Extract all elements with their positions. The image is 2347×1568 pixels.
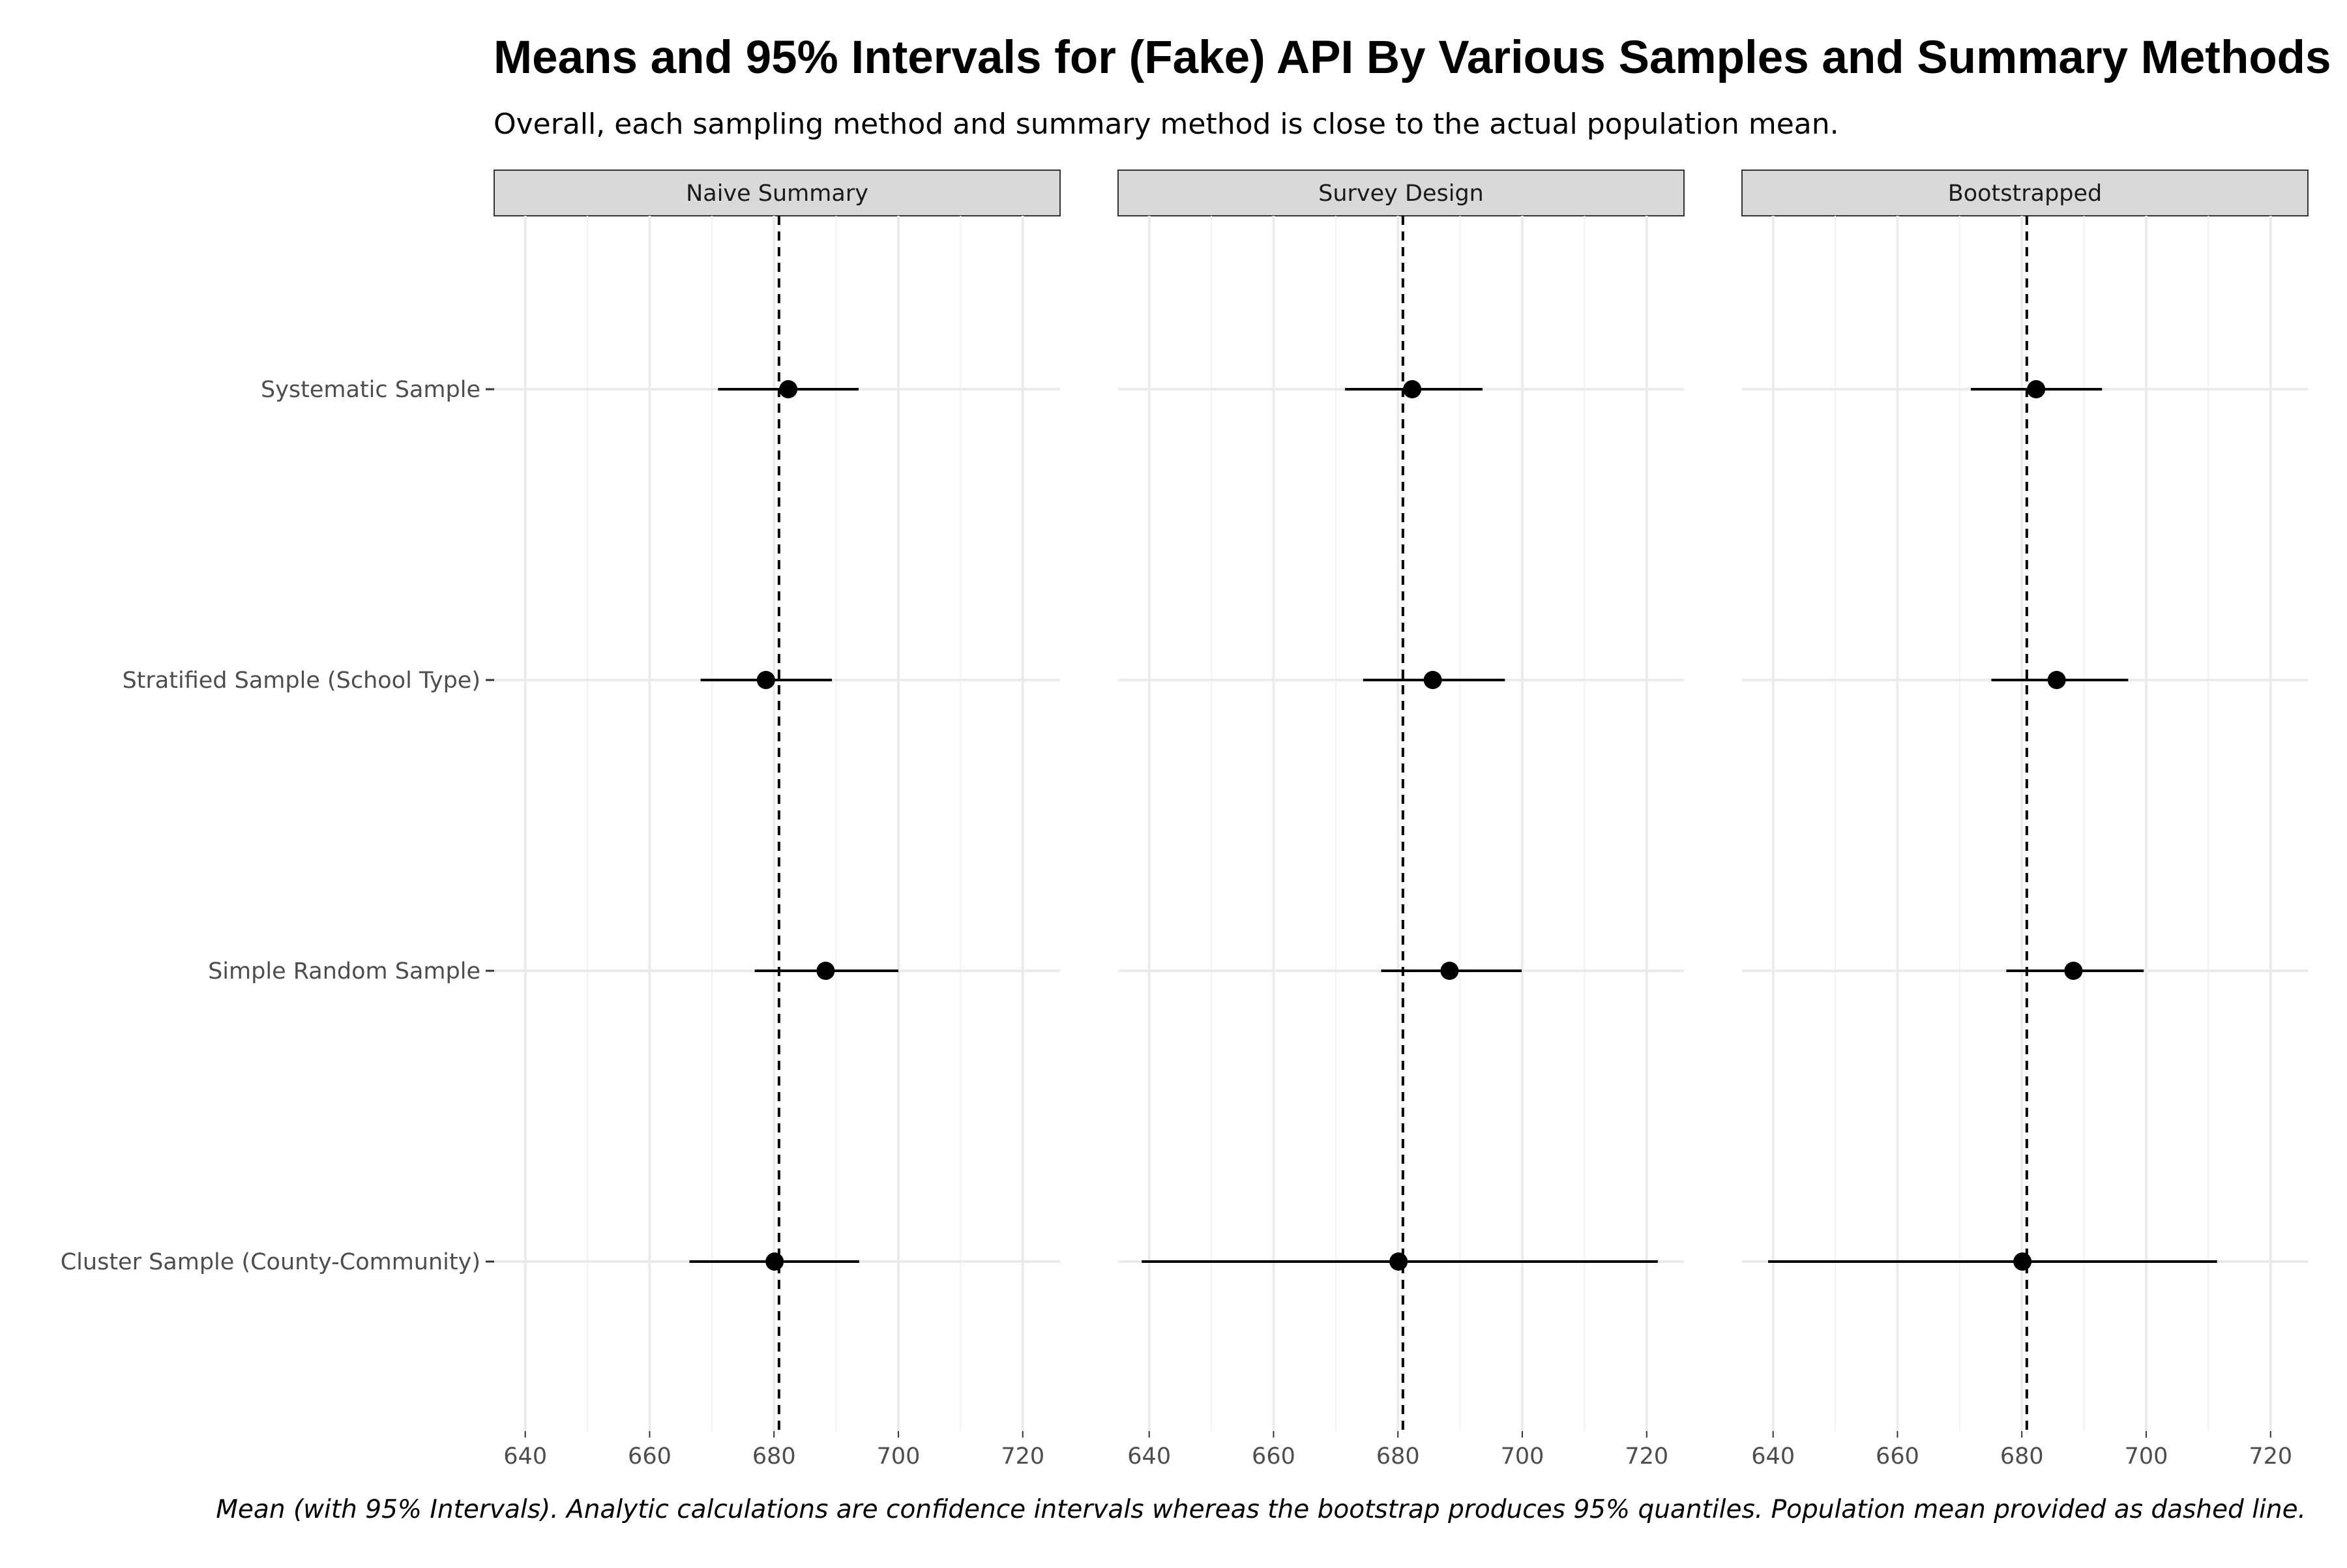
chart-subtitle: Overall, each sampling method and summar…	[494, 108, 1839, 141]
x-tick-label: 640	[1127, 1443, 1171, 1470]
x-tick-label: 700	[1501, 1443, 1544, 1470]
x-tick-label: 680	[2000, 1443, 2044, 1470]
x-tick-label: 720	[2249, 1443, 2292, 1470]
x-tick-label: 660	[628, 1443, 672, 1470]
chart-title: Means and 95% Intervals for (Fake) API B…	[494, 32, 2331, 83]
y-axis: Systematic Sample Stratified Sample (Scho…	[61, 377, 494, 1275]
mean-point	[756, 671, 775, 689]
x-tick-label: 680	[1376, 1443, 1420, 1470]
x-tick-label: 680	[752, 1443, 796, 1470]
facet-strip	[1741, 170, 2309, 216]
x-tick-label: 640	[503, 1443, 547, 1470]
mean-point	[2027, 380, 2046, 398]
mean-point	[1403, 380, 1422, 398]
y-tick-label: Stratified Sample (School Type)	[122, 668, 480, 694]
y-tick-label: Systematic Sample	[261, 377, 480, 403]
panel-bootstrapped: Bootstrapped 640 660 680 700 720	[1741, 170, 2309, 1470]
x-tick-label: 720	[1001, 1443, 1044, 1470]
x-tick-label: 640	[1751, 1443, 1795, 1470]
mean-point	[2013, 1252, 2032, 1271]
y-tick-label: Cluster Sample (County-Community)	[61, 1249, 480, 1275]
x-tick-label: 700	[2125, 1443, 2168, 1470]
chart-caption: Mean (with 95% Intervals). Analytic calc…	[216, 1495, 2306, 1524]
x-tick-label: 720	[1625, 1443, 1668, 1470]
mean-point	[1440, 962, 1459, 980]
facet-strip	[494, 170, 1061, 216]
mean-point	[1423, 671, 1442, 689]
mean-point	[765, 1252, 784, 1271]
mean-point	[816, 962, 835, 980]
facet-strip-label: Naive Summary	[686, 181, 868, 207]
mean-point	[1389, 1252, 1408, 1271]
x-tick-label: 660	[1252, 1443, 1295, 1470]
facet-strip-label: Survey Design	[1318, 181, 1484, 207]
panel-survey-design: Survey Design 640 660 680 700 720	[1117, 170, 1685, 1470]
facet-strip-label: Bootstrapped	[1948, 181, 2103, 207]
facet-strip	[1117, 170, 1685, 216]
mean-point	[779, 380, 798, 398]
x-tick-label: 700	[877, 1443, 921, 1470]
mean-point	[2047, 671, 2066, 689]
mean-point	[2064, 962, 2083, 980]
x-tick-label: 660	[1876, 1443, 1919, 1470]
panel-naive-summary: Naive Summary 640 660 680 700 720	[494, 170, 1061, 1470]
y-tick-label: Simple Random Sample	[208, 958, 480, 984]
